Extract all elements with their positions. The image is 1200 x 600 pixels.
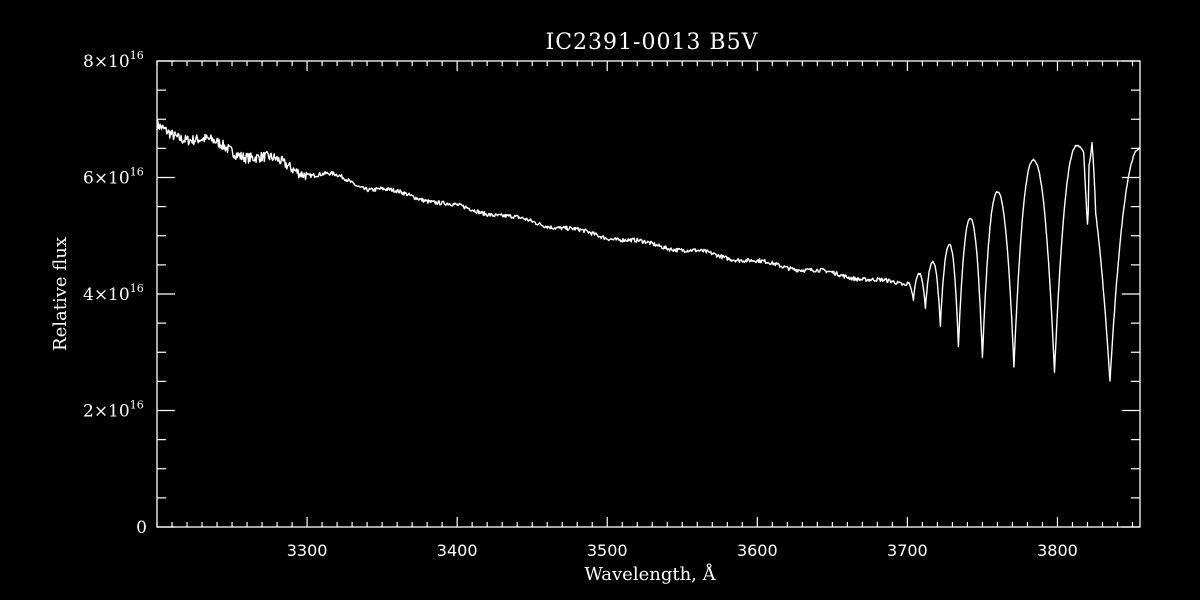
spectrum-line	[156, 120, 1141, 382]
y-tick-label: 2×1016	[83, 399, 144, 422]
x-tick-label: 3600	[737, 541, 778, 560]
x-axis-label: Wavelength, Å	[584, 563, 716, 585]
x-tick-label: 3700	[887, 541, 928, 560]
y-tick-labels: 0 2×1016 4×1016 6×1016 8×1016	[83, 49, 147, 538]
y-tick-label: 6×1016	[83, 166, 144, 189]
x-tick-label: 3400	[437, 541, 478, 560]
y-axis-label: Relative flux	[50, 237, 71, 351]
y-tick-label: 0	[136, 518, 147, 538]
x-tick-label: 3800	[1037, 541, 1078, 560]
x-tick-label: 3300	[287, 541, 328, 560]
x-tick-label: 3500	[587, 541, 628, 560]
plot-frame	[156, 60, 1141, 528]
y-tick-label: 8×1016	[83, 49, 144, 72]
y-tick-label: 4×1016	[83, 282, 144, 305]
axis-ticks	[156, 60, 1140, 528]
x-tick-labels: 3300 3400 3500 3600 3700 3800	[287, 541, 1078, 560]
chart-title: IC2391-0013 B5V	[546, 30, 759, 55]
